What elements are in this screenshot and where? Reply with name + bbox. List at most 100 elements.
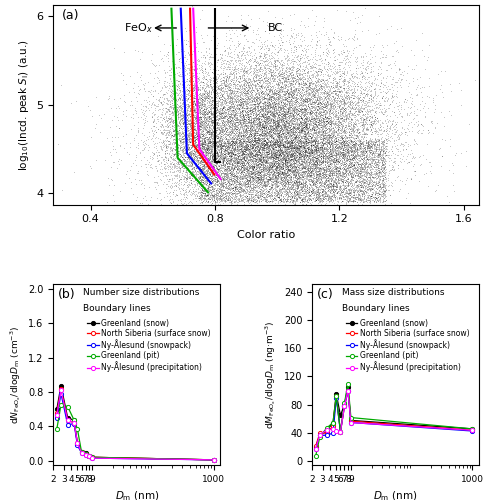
Point [219, 84, 227, 92]
Point [298, 89, 305, 97]
Point [275, 140, 283, 147]
Point [231, 145, 239, 153]
Point [261, 77, 269, 85]
Point [327, 140, 334, 148]
Point [312, 140, 319, 147]
Point [272, 180, 280, 188]
Point [205, 112, 212, 120]
Point [222, 80, 230, 88]
Point [295, 156, 303, 164]
Point [250, 138, 257, 146]
Point [161, 90, 169, 98]
Point [339, 136, 347, 144]
Point [203, 144, 211, 152]
Point [236, 180, 244, 188]
Point [347, 136, 354, 144]
Point [289, 112, 297, 120]
Point [347, 94, 355, 102]
Point [300, 121, 307, 129]
Point [196, 169, 204, 177]
Point [195, 140, 202, 147]
Point [345, 85, 352, 93]
Point [205, 132, 213, 140]
Point [202, 197, 210, 205]
Point [198, 106, 206, 114]
Point [213, 102, 221, 110]
Point [262, 114, 270, 122]
Point [245, 86, 253, 94]
Point [265, 192, 272, 200]
Point [205, 178, 213, 186]
Point [213, 78, 221, 86]
Point [335, 117, 343, 125]
Point [253, 166, 260, 173]
Point [261, 102, 269, 110]
Point [305, 172, 313, 179]
Point [249, 151, 257, 159]
Point [358, 148, 365, 156]
Point [244, 146, 252, 154]
Point [242, 137, 250, 145]
Point [173, 103, 181, 111]
Point [325, 83, 333, 91]
Point [244, 156, 252, 164]
Point [186, 101, 194, 109]
Point [333, 188, 341, 196]
Point [167, 64, 175, 72]
Point [365, 198, 373, 205]
Point [325, 171, 333, 179]
Point [381, 94, 389, 102]
Point [245, 148, 253, 156]
Point [304, 165, 312, 173]
Point [330, 46, 337, 54]
Point [307, 142, 315, 150]
Point [279, 165, 287, 173]
Point [175, 158, 183, 166]
Point [188, 142, 196, 150]
Point [235, 78, 243, 86]
Point [226, 128, 234, 136]
Point [298, 162, 306, 170]
Point [198, 110, 206, 118]
Point [293, 136, 301, 144]
Point [257, 33, 264, 41]
Point [189, 77, 197, 85]
Point [329, 108, 336, 116]
Point [348, 70, 356, 78]
Point [190, 142, 197, 150]
Point [183, 136, 191, 144]
Point [317, 164, 325, 172]
Point [140, 181, 148, 189]
Point [340, 112, 348, 120]
Point [306, 156, 314, 164]
Point [319, 164, 327, 172]
Point [321, 92, 329, 100]
Point [331, 103, 339, 111]
Point [271, 143, 278, 151]
Point [252, 134, 260, 142]
Point [265, 131, 272, 139]
Point [384, 174, 392, 182]
Point [221, 161, 229, 169]
Point [182, 129, 189, 137]
Point [318, 144, 325, 152]
Point [266, 145, 274, 153]
Point [190, 102, 198, 110]
Point [196, 159, 204, 167]
Point [307, 196, 315, 204]
Point [314, 164, 322, 172]
Point [197, 195, 204, 203]
Point [235, 125, 242, 133]
Point [268, 114, 275, 122]
Point [340, 190, 348, 198]
Point [367, 82, 375, 90]
Point [254, 119, 262, 127]
Point [181, 110, 189, 118]
Point [213, 159, 221, 167]
Point [226, 141, 233, 149]
Point [252, 124, 260, 132]
Point [171, 138, 179, 146]
Point [329, 84, 336, 92]
Point [336, 138, 344, 146]
Point [270, 124, 277, 132]
